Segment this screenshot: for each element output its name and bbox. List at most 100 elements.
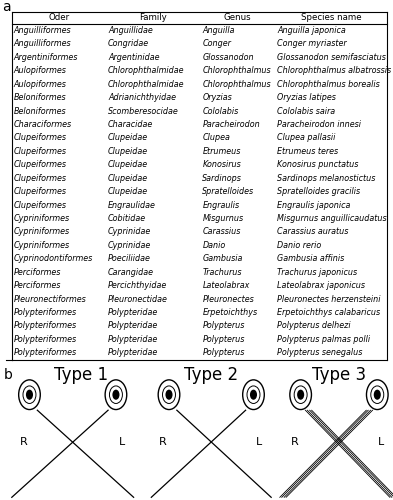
Text: Paracheirodon: Paracheirodon	[202, 120, 260, 129]
Text: Congridae: Congridae	[108, 40, 149, 48]
Text: Engraulis japonica: Engraulis japonica	[277, 200, 351, 209]
Text: Polypteriformes: Polypteriformes	[14, 322, 77, 330]
Text: Polypterus delhezi: Polypterus delhezi	[277, 322, 351, 330]
Text: Species name: Species name	[301, 13, 362, 22]
Text: Cypriniformes: Cypriniformes	[14, 241, 70, 250]
Ellipse shape	[18, 380, 40, 410]
Text: Chlorophthalmus borealis: Chlorophthalmus borealis	[277, 80, 380, 88]
Text: Conger: Conger	[202, 40, 231, 48]
Text: Aulopiformes: Aulopiformes	[14, 66, 67, 75]
Text: Etrumeus: Etrumeus	[202, 147, 241, 156]
Text: Polypterus: Polypterus	[202, 348, 245, 358]
Text: Argentinidae: Argentinidae	[108, 53, 160, 62]
Text: Anguilliformes: Anguilliformes	[14, 40, 72, 48]
Text: Clupeidae: Clupeidae	[108, 187, 148, 196]
Ellipse shape	[250, 390, 257, 400]
Text: Glossanodon: Glossanodon	[202, 53, 254, 62]
Text: Clupea: Clupea	[202, 134, 230, 142]
Text: Lateolabrax japonicus: Lateolabrax japonicus	[277, 281, 365, 290]
Text: Adrianichthyidae: Adrianichthyidae	[108, 93, 176, 102]
Text: Etrumeus teres: Etrumeus teres	[277, 147, 338, 156]
Ellipse shape	[109, 386, 123, 404]
Text: Polypterus: Polypterus	[202, 335, 245, 344]
Ellipse shape	[165, 390, 173, 400]
Text: Carangidae: Carangidae	[108, 268, 154, 276]
Text: Chlorophthalmus albatrossis: Chlorophthalmus albatrossis	[277, 66, 391, 75]
Text: Polypteriformes: Polypteriformes	[14, 335, 77, 344]
Text: Gambusia: Gambusia	[202, 254, 243, 264]
Text: R: R	[20, 436, 28, 446]
Text: Polypteridae: Polypteridae	[108, 348, 158, 358]
Text: R: R	[291, 436, 299, 446]
Text: Cobitidae: Cobitidae	[108, 214, 146, 223]
Text: Pleuronectiformes: Pleuronectiformes	[14, 294, 86, 304]
Ellipse shape	[23, 386, 36, 404]
Ellipse shape	[366, 380, 388, 410]
Text: Erpetoichthys calabaricus: Erpetoichthys calabaricus	[277, 308, 380, 317]
Text: Danio rerio: Danio rerio	[277, 241, 321, 250]
Text: Clupeiformes: Clupeiformes	[14, 147, 67, 156]
Text: Perciformes: Perciformes	[14, 268, 61, 276]
Ellipse shape	[243, 380, 264, 410]
Text: Clupeiformes: Clupeiformes	[14, 134, 67, 142]
Text: Carassius auratus: Carassius auratus	[277, 228, 349, 236]
Text: Clupeidae: Clupeidae	[108, 147, 148, 156]
Text: Glossanodon semifasciatus: Glossanodon semifasciatus	[277, 53, 386, 62]
Text: Cypriniformes: Cypriniformes	[14, 228, 70, 236]
Text: Polypterus: Polypterus	[202, 322, 245, 330]
Text: Cololabis saira: Cololabis saira	[277, 106, 335, 116]
Text: Paracheirodon innesi: Paracheirodon innesi	[277, 120, 361, 129]
Text: Poeciliidae: Poeciliidae	[108, 254, 151, 264]
Text: Anguilla: Anguilla	[202, 26, 235, 35]
Text: Type 2: Type 2	[184, 366, 238, 384]
Text: Oryzias: Oryzias	[202, 93, 232, 102]
Text: Cyprinidae: Cyprinidae	[108, 241, 151, 250]
Ellipse shape	[112, 390, 119, 400]
Text: Gambusia affinis: Gambusia affinis	[277, 254, 344, 264]
Ellipse shape	[294, 386, 307, 404]
Text: Argentiniformes: Argentiniformes	[14, 53, 78, 62]
Text: Engraulis: Engraulis	[202, 200, 239, 209]
Text: b: b	[4, 368, 13, 382]
Text: Oder: Oder	[48, 13, 70, 22]
Text: Aulopiformes: Aulopiformes	[14, 80, 67, 88]
Ellipse shape	[374, 390, 381, 400]
Text: Polypterus palmas polli: Polypterus palmas polli	[277, 335, 370, 344]
Text: Chlorophthalmidae: Chlorophthalmidae	[108, 80, 185, 88]
Ellipse shape	[247, 386, 260, 404]
Text: Perciformes: Perciformes	[14, 281, 61, 290]
Text: Polypteriformes: Polypteriformes	[14, 348, 77, 358]
Text: Cyprinidae: Cyprinidae	[108, 228, 151, 236]
Text: Pleuronectidae: Pleuronectidae	[108, 294, 168, 304]
Text: Danio: Danio	[202, 241, 226, 250]
Text: Type 3: Type 3	[312, 366, 366, 384]
Text: Anguilliformes: Anguilliformes	[14, 26, 72, 35]
Ellipse shape	[163, 386, 176, 404]
Text: Oryzias latipes: Oryzias latipes	[277, 93, 336, 102]
Text: Clupeidae: Clupeidae	[108, 134, 148, 142]
Text: Genus: Genus	[224, 13, 252, 22]
Text: Clupeidae: Clupeidae	[108, 174, 148, 182]
Text: Clupeiformes: Clupeiformes	[14, 187, 67, 196]
Text: Konosirus: Konosirus	[202, 160, 241, 170]
Text: Clupeiformes: Clupeiformes	[14, 200, 67, 209]
Text: L: L	[256, 436, 263, 446]
Text: Spratelloides gracilis: Spratelloides gracilis	[277, 187, 360, 196]
Text: Polypteridae: Polypteridae	[108, 335, 158, 344]
Ellipse shape	[105, 380, 127, 410]
Text: Pleuronectes herzensteini: Pleuronectes herzensteini	[277, 294, 380, 304]
Text: Family: Family	[140, 13, 167, 22]
Text: Polypteriformes: Polypteriformes	[14, 308, 77, 317]
Text: Chlorophthalmus: Chlorophthalmus	[202, 80, 271, 88]
Ellipse shape	[158, 380, 180, 410]
Text: Conger myriaster: Conger myriaster	[277, 40, 347, 48]
Text: Spratelloides: Spratelloides	[202, 187, 255, 196]
Text: Cyprinodontiformes: Cyprinodontiformes	[14, 254, 93, 264]
Text: L: L	[119, 436, 125, 446]
Text: Chlorophthalmidae: Chlorophthalmidae	[108, 66, 185, 75]
Text: Scomberesocidae: Scomberesocidae	[108, 106, 179, 116]
Text: Beloniformes: Beloniformes	[14, 93, 66, 102]
Text: Type 1: Type 1	[53, 366, 108, 384]
Text: Anguillidae: Anguillidae	[108, 26, 153, 35]
Text: Clupeiformes: Clupeiformes	[14, 160, 67, 170]
